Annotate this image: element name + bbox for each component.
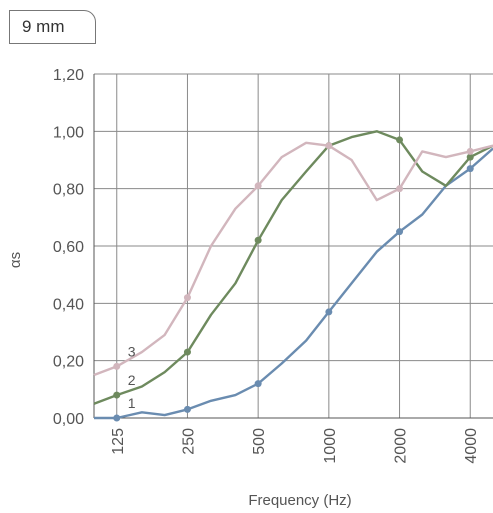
- x-tick-label: 500: [251, 428, 268, 455]
- y-tick-label: 1,20: [53, 67, 84, 84]
- series-3-label: 3: [128, 343, 136, 359]
- y-tick-label: 0,00: [53, 411, 84, 428]
- series-3-point: [396, 185, 404, 193]
- series-1-point: [466, 165, 474, 173]
- series-1-point: [325, 308, 333, 316]
- grid: [94, 73, 493, 419]
- labels-layer: 0,00 0,20 0,40 0,60 0,80 1,00 1,20 125 250 500 100…: [7, 67, 480, 509]
- series-2-line: [93, 130, 493, 405]
- thickness-label: 9 mm: [9, 10, 96, 44]
- series-3-point: [325, 142, 333, 150]
- x-tick-label: 125: [110, 428, 127, 455]
- y-tick-label: 0,20: [53, 354, 84, 371]
- series-2-point: [254, 236, 262, 244]
- y-tick-label: 1,00: [53, 124, 84, 141]
- x-axis-title: Frequency (Hz): [248, 492, 351, 509]
- series-2-point: [466, 153, 474, 161]
- y-tick-label: 0,60: [53, 239, 84, 256]
- series-3-point: [183, 294, 191, 302]
- x-tick-label: 4000: [463, 428, 480, 464]
- y-tick-label: 0,40: [53, 296, 84, 313]
- series-3-point: [254, 182, 262, 190]
- y-axis-title: αs: [7, 252, 24, 268]
- x-tick-label: 1000: [322, 428, 339, 464]
- series-3-point: [466, 147, 474, 155]
- series-2-point: [113, 391, 121, 399]
- y-tick-label: 0,80: [53, 182, 84, 199]
- x-tick-label: 250: [180, 428, 197, 455]
- series-3-line: [93, 141, 493, 377]
- x-tick-label: 2000: [393, 428, 410, 464]
- series-1-point: [183, 405, 191, 413]
- series-3-point: [113, 362, 121, 370]
- series-1-line: [94, 147, 493, 420]
- axes: [93, 74, 493, 419]
- series-1-point: [113, 414, 121, 422]
- series-1-point: [396, 228, 404, 236]
- series-2-label: 2: [128, 372, 136, 388]
- series-2-point: [183, 348, 191, 356]
- series-1-point: [254, 380, 262, 388]
- series-layer: [93, 130, 493, 422]
- series-1-label: 1: [128, 395, 136, 411]
- series-2-point: [396, 136, 404, 144]
